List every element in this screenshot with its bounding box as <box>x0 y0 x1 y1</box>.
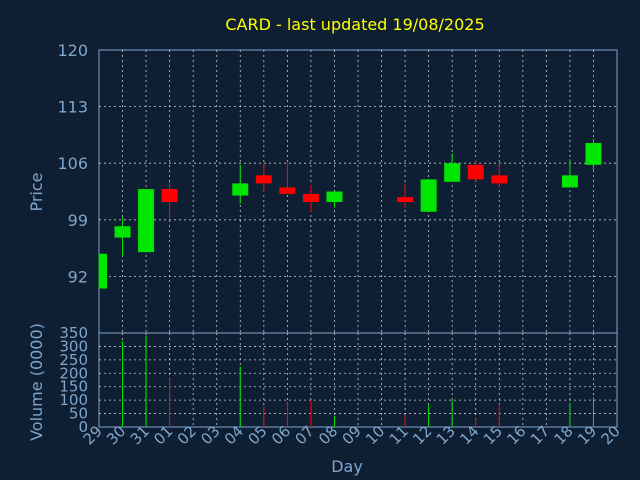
candle-body <box>255 175 272 184</box>
volume-tick-label: 100 <box>59 391 88 409</box>
x-axis-label: Day <box>331 457 363 476</box>
candle-body <box>99 253 107 289</box>
volume-tick-label: 300 <box>59 337 88 355</box>
candle-body <box>561 175 578 188</box>
candle-body <box>491 175 508 184</box>
price-tick-label: 92 <box>68 267 88 286</box>
candle-body <box>232 183 249 196</box>
price-panel: 92 99 106 113 120 <box>57 41 618 334</box>
candle-body <box>161 189 178 203</box>
candle-body <box>420 179 437 212</box>
candle-body <box>302 193 319 203</box>
price-axis-label: Price <box>27 172 46 211</box>
candle-body <box>467 164 484 180</box>
price-tick-label: 99 <box>68 211 88 230</box>
chart-title: CARD - last updated 19/08/2025 <box>225 15 484 34</box>
volume-tick-label: 200 <box>59 364 88 382</box>
candle-body <box>114 226 131 238</box>
candle-body <box>326 191 343 203</box>
volume-tick-label: 0 <box>78 418 88 436</box>
price-tick-label: 113 <box>57 98 88 117</box>
volume-tick-label: 350 <box>59 324 88 342</box>
volume-tick-label: 250 <box>59 351 88 369</box>
candle-body <box>279 187 296 194</box>
price-tick-label: 106 <box>57 154 88 173</box>
candle-body <box>444 163 461 182</box>
candle-body <box>138 189 155 253</box>
candle-body <box>397 197 414 203</box>
volume-tick-label: 150 <box>59 378 88 396</box>
x-axis: 2930310102030405060708091011121314151617… <box>80 422 624 448</box>
volume-tick-label: 50 <box>69 405 88 423</box>
candle-body <box>585 142 602 165</box>
volume-axis-label: Volume (0000) <box>27 323 46 441</box>
price-tick-label: 120 <box>57 41 88 60</box>
